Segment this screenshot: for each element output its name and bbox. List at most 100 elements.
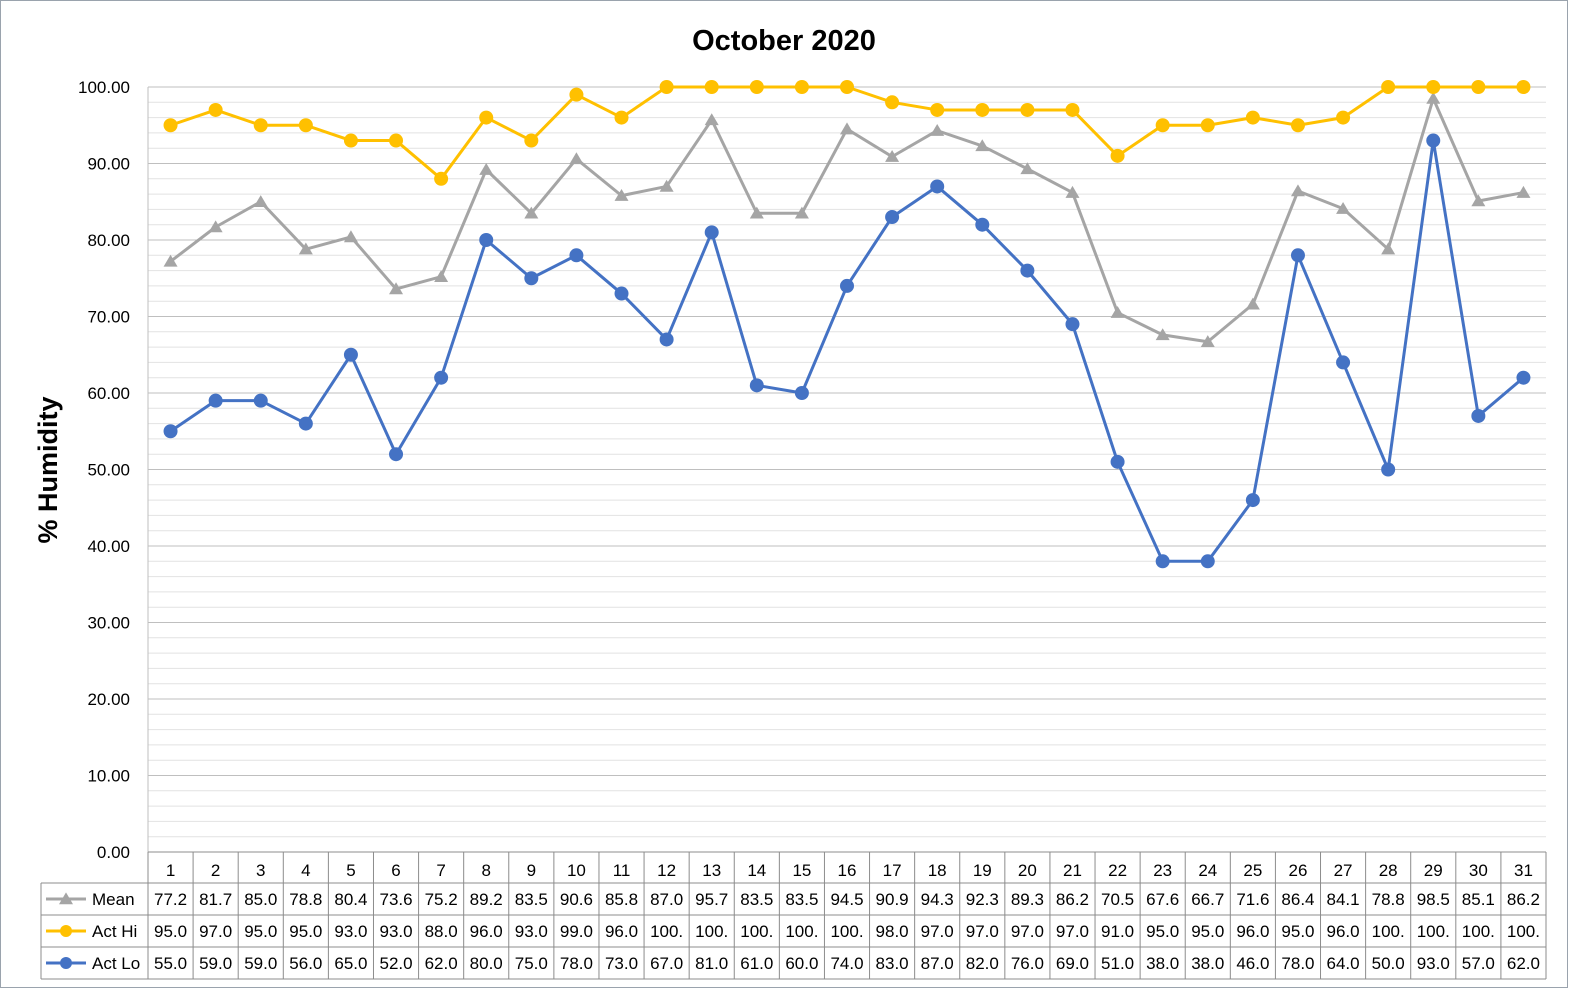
x-tick-label: 30 xyxy=(1469,861,1488,880)
data-point xyxy=(1426,91,1441,104)
x-tick-label: 26 xyxy=(1289,861,1308,880)
table-value: 83.5 xyxy=(515,890,548,909)
data-point xyxy=(794,80,809,94)
x-tick-label: 4 xyxy=(301,861,310,880)
table-value: 86.2 xyxy=(1056,890,1089,909)
data-point xyxy=(749,80,764,94)
y-tick-label: 80.00 xyxy=(87,231,130,250)
x-tick-label: 2 xyxy=(211,861,220,880)
data-point xyxy=(253,195,268,207)
x-tick-label: 10 xyxy=(567,861,586,880)
series-mean xyxy=(163,91,1531,347)
table-value: 70.5 xyxy=(1101,890,1134,909)
table-row-mean: Mean 77.2 81.7 85.0 78.8 80.4 73.6 75.2 89.2 83.5… xyxy=(46,890,1540,909)
legend-label: Act Lo xyxy=(92,954,140,973)
data-point xyxy=(1200,335,1215,347)
data-point xyxy=(569,152,584,165)
data-point xyxy=(434,171,449,186)
table-value: 100. xyxy=(785,922,818,941)
table-value: 97.0 xyxy=(966,922,999,941)
data-point xyxy=(659,332,674,347)
data-point xyxy=(1336,201,1351,214)
data-point xyxy=(569,87,584,102)
x-tick-label: 25 xyxy=(1243,861,1262,880)
table-value: 78.8 xyxy=(1372,890,1405,909)
data-point xyxy=(749,206,764,219)
series-act-lo xyxy=(163,133,1531,569)
table-value: 80.0 xyxy=(470,954,503,973)
series-act-hi xyxy=(163,80,1531,186)
data-point xyxy=(1065,317,1080,332)
y-tick-label: 10.00 xyxy=(87,767,130,786)
data-point xyxy=(749,378,764,393)
table-value: 50.0 xyxy=(1372,954,1405,973)
data-point xyxy=(1020,263,1035,278)
data-point xyxy=(163,118,178,133)
legend-label: Mean xyxy=(92,890,135,909)
table-value: 71.6 xyxy=(1236,890,1269,909)
data-point xyxy=(60,957,72,969)
table-value: 61.0 xyxy=(740,954,773,973)
data-point xyxy=(614,110,629,125)
data-point xyxy=(1155,328,1170,341)
data-point xyxy=(343,133,358,148)
y-axis-tick-labels: 0.00 10.00 20.00 30.00 40.00 50.00 60.00 70.00 8… xyxy=(78,78,130,862)
data-point xyxy=(930,102,945,117)
data-point xyxy=(1381,80,1396,94)
table-value: 84.1 xyxy=(1327,890,1360,909)
data-point xyxy=(614,188,629,201)
table-value: 57.0 xyxy=(1462,954,1495,973)
data-point xyxy=(1065,102,1080,117)
data-point xyxy=(253,393,268,408)
data-point xyxy=(343,347,358,362)
data-point xyxy=(704,80,719,94)
data-point xyxy=(60,925,72,937)
table-value: 85.8 xyxy=(605,890,638,909)
data-point xyxy=(1200,554,1215,569)
x-tick-label: 24 xyxy=(1198,861,1217,880)
table-value: 83.5 xyxy=(740,890,773,909)
x-tick-label: 12 xyxy=(657,861,676,880)
data-point xyxy=(1290,118,1305,133)
data-point xyxy=(1155,118,1170,133)
table-value: 90.9 xyxy=(876,890,909,909)
x-tick-label: 5 xyxy=(346,861,355,880)
x-tick-label: 27 xyxy=(1334,861,1353,880)
table-value: 67.6 xyxy=(1146,890,1179,909)
table-value: 38.0 xyxy=(1146,954,1179,973)
x-tick-label: 18 xyxy=(928,861,947,880)
data-point xyxy=(1020,162,1035,175)
data-point xyxy=(163,424,178,439)
table-value: 69.0 xyxy=(1056,954,1089,973)
x-tick-label: 9 xyxy=(527,861,536,880)
table-value: 86.2 xyxy=(1507,890,1540,909)
table-value: 97.0 xyxy=(921,922,954,941)
data-point xyxy=(524,133,539,148)
table-value: 95.0 xyxy=(1146,922,1179,941)
data-point xyxy=(253,118,268,133)
data-point xyxy=(1245,297,1260,310)
data-point xyxy=(1020,102,1035,117)
data-point xyxy=(1155,554,1170,569)
series-lines xyxy=(163,80,1531,569)
data-point xyxy=(885,149,900,162)
data-point xyxy=(298,118,313,133)
table-value: 98.5 xyxy=(1417,890,1450,909)
x-tick-label: 3 xyxy=(256,861,265,880)
table-value: 100. xyxy=(1417,922,1450,941)
data-point xyxy=(1381,462,1396,477)
data-point xyxy=(659,80,674,94)
data-point xyxy=(885,210,900,225)
y-tick-label: 40.00 xyxy=(87,537,130,556)
y-tick-label: 100.00 xyxy=(78,78,130,97)
data-point xyxy=(1110,454,1125,469)
x-tick-label: 19 xyxy=(973,861,992,880)
table-value: 52.0 xyxy=(379,954,412,973)
table-value: 46.0 xyxy=(1236,954,1269,973)
table-value: 73.0 xyxy=(605,954,638,973)
table-value: 82.0 xyxy=(966,954,999,973)
data-point xyxy=(975,139,990,152)
gridlines xyxy=(147,86,1546,853)
legend-label: Act Hi xyxy=(92,922,137,941)
table-value: 62.0 xyxy=(1507,954,1540,973)
